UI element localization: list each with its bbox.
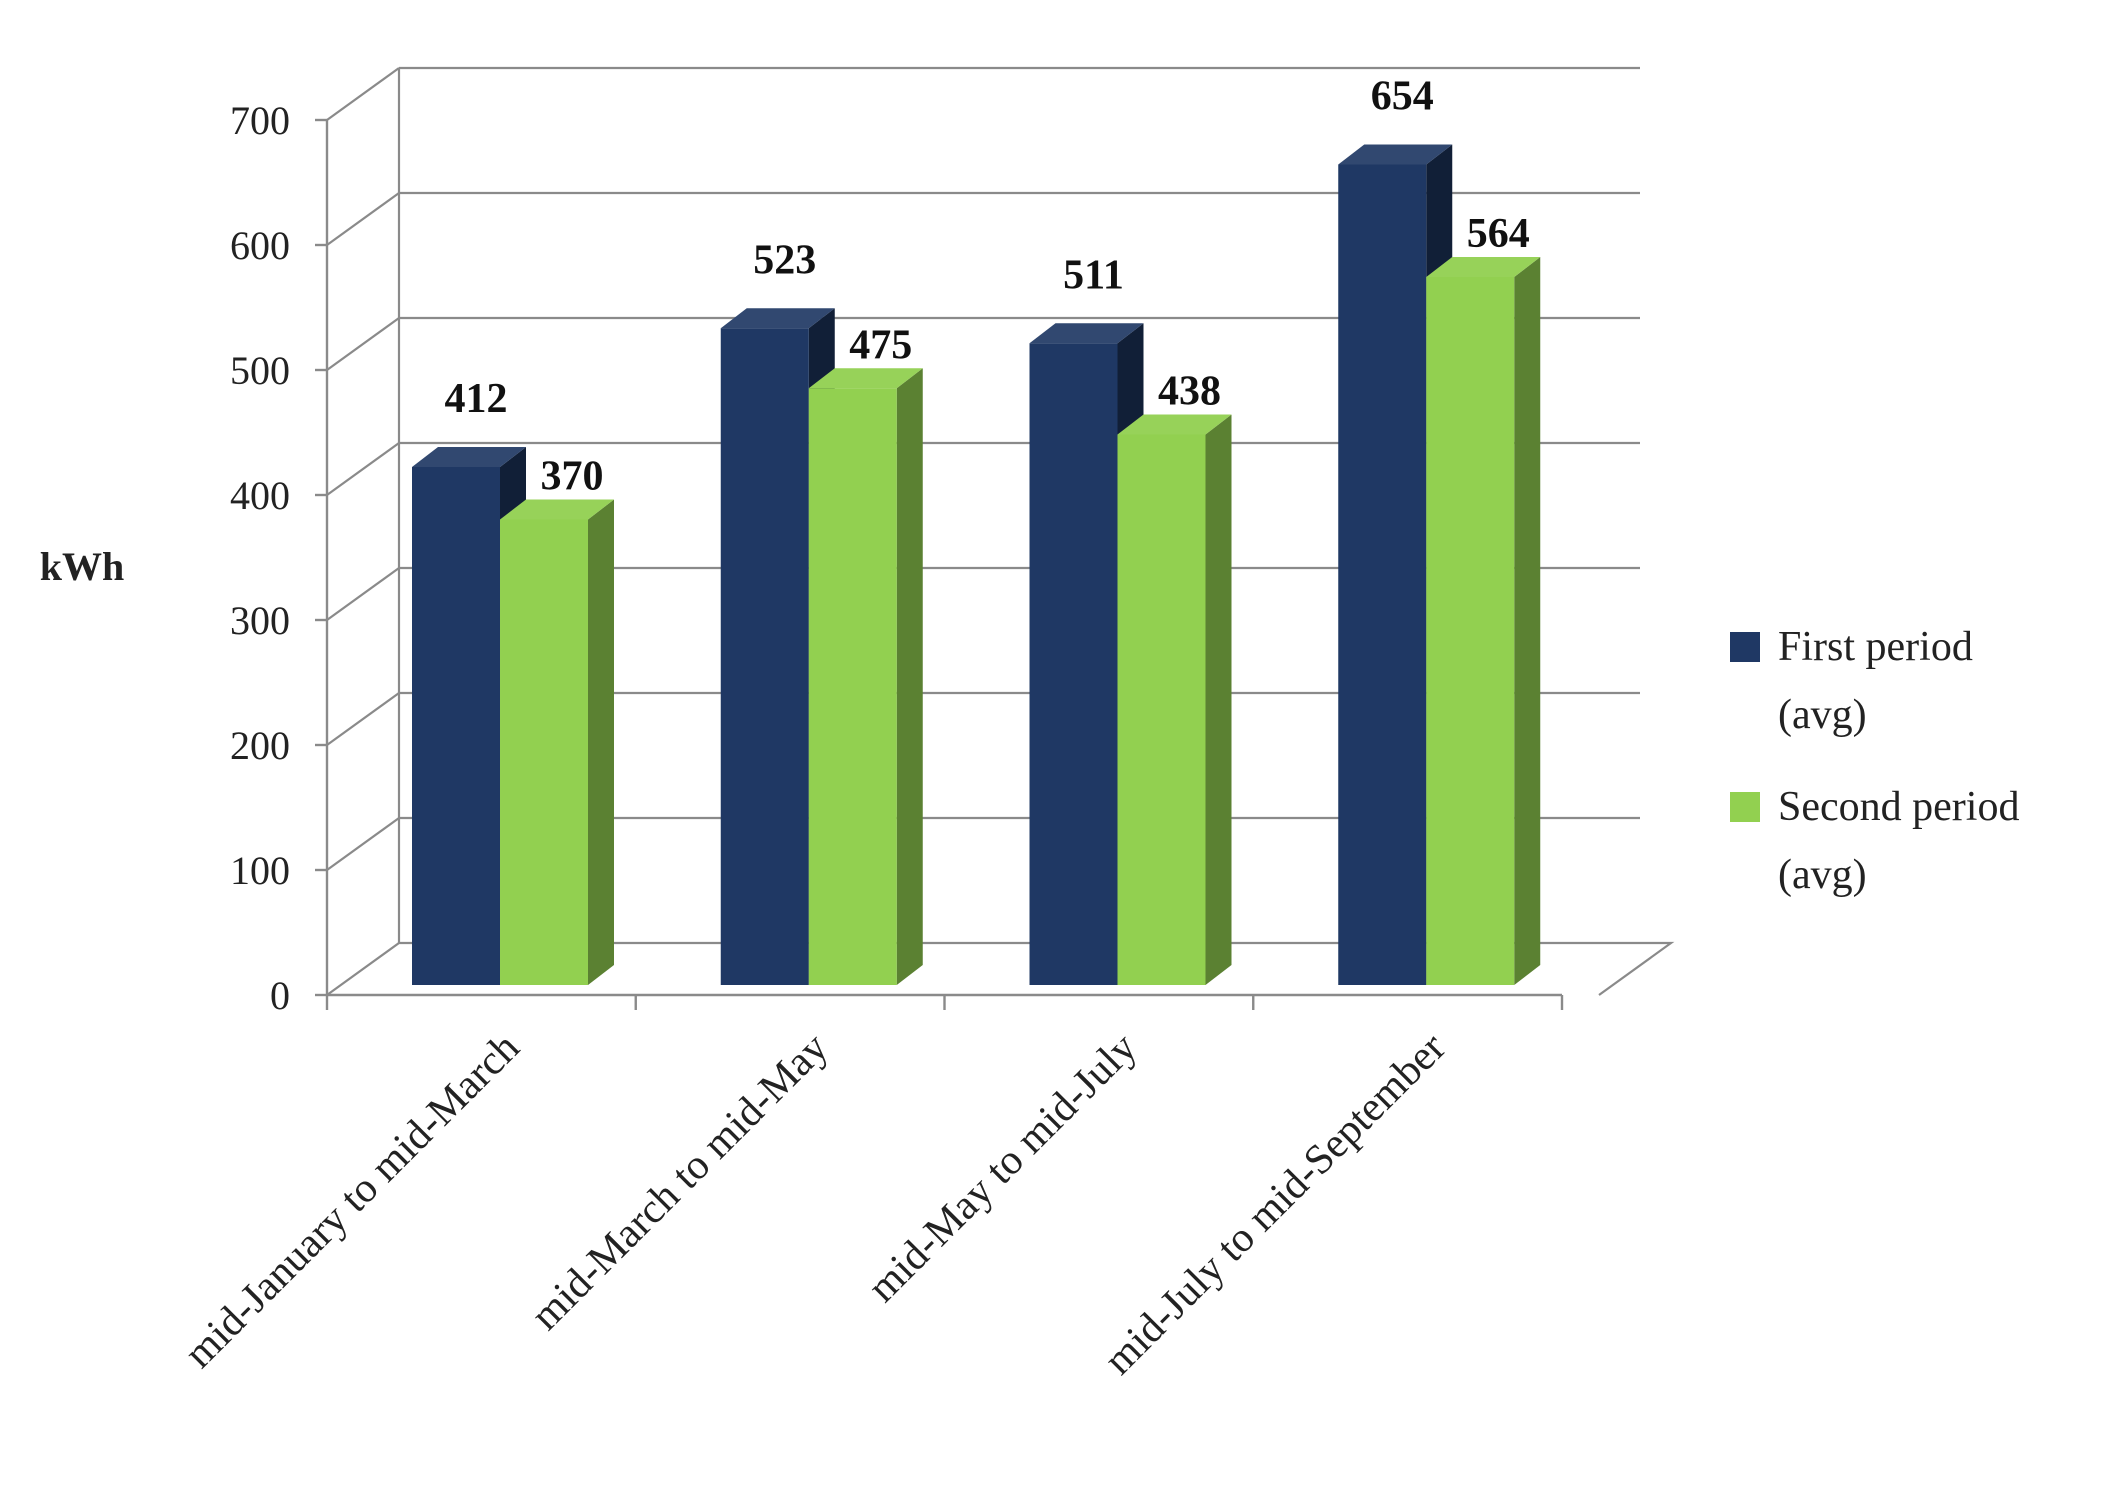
bar-top [500, 499, 614, 520]
bar-side [588, 499, 614, 985]
data-label: 412 [445, 376, 508, 422]
y-axis-title: kWh [40, 544, 125, 589]
bar [412, 467, 500, 985]
bar-top [1029, 323, 1144, 344]
legend: First period (avg) Second period (avg) [1730, 624, 2019, 898]
y-tick-label: 0 [270, 973, 290, 1018]
data-label: 370 [541, 454, 604, 500]
data-label: 654 [1371, 74, 1434, 120]
bar-top [1426, 257, 1541, 277]
data-label: 523 [753, 237, 816, 283]
legend-swatch [1730, 632, 1760, 662]
x-tick-label: mid-May to mid-July [859, 1025, 1146, 1312]
grid-diagonal [326, 67, 400, 121]
grid-diagonal [326, 567, 400, 621]
x-tick-label: mid-July to mid-September [1096, 1025, 1455, 1384]
y-tick-label: 600 [230, 223, 290, 268]
bar [1426, 277, 1515, 985]
bar-top [412, 447, 526, 467]
grid-diagonal [326, 692, 400, 746]
bar-top [720, 308, 835, 329]
grid-diagonal [326, 192, 400, 246]
y-tick-label: 700 [230, 98, 290, 143]
bar-side [896, 368, 923, 985]
bar [808, 388, 897, 985]
grid-diagonal [326, 817, 400, 871]
y-tick-label: 300 [230, 598, 290, 643]
legend-swatch [1730, 792, 1760, 822]
bar [1029, 343, 1118, 985]
bar [1117, 434, 1206, 985]
legend-label: First period [1778, 624, 1973, 670]
bars-layer [412, 144, 1541, 985]
legend-label: (avg) [1778, 852, 1867, 898]
data-label: 564 [1467, 211, 1530, 257]
bar [500, 519, 588, 985]
y-tick-label: 200 [230, 723, 290, 768]
grid-diagonal [326, 317, 400, 371]
bar-top [1338, 144, 1453, 165]
bar [1338, 164, 1427, 985]
y-tick-label: 400 [230, 473, 290, 518]
legend-label: Second period [1778, 784, 2019, 830]
grid-diagonal [326, 442, 400, 496]
data-label: 511 [1063, 252, 1124, 298]
data-label: 475 [849, 322, 912, 368]
legend-label: (avg) [1778, 692, 1867, 738]
bar-top [1117, 414, 1232, 435]
x-tick-label: mid-January to mid-March [176, 1025, 529, 1378]
bar-top [808, 368, 923, 389]
bar-side [1205, 414, 1232, 985]
data-label: 438 [1158, 369, 1221, 415]
bar [720, 328, 809, 985]
x-tick-label: mid-March to mid-May [523, 1025, 838, 1340]
y-tick-label: 100 [230, 848, 290, 893]
bar-side [1514, 257, 1541, 985]
y-tick-label: 500 [230, 348, 290, 393]
